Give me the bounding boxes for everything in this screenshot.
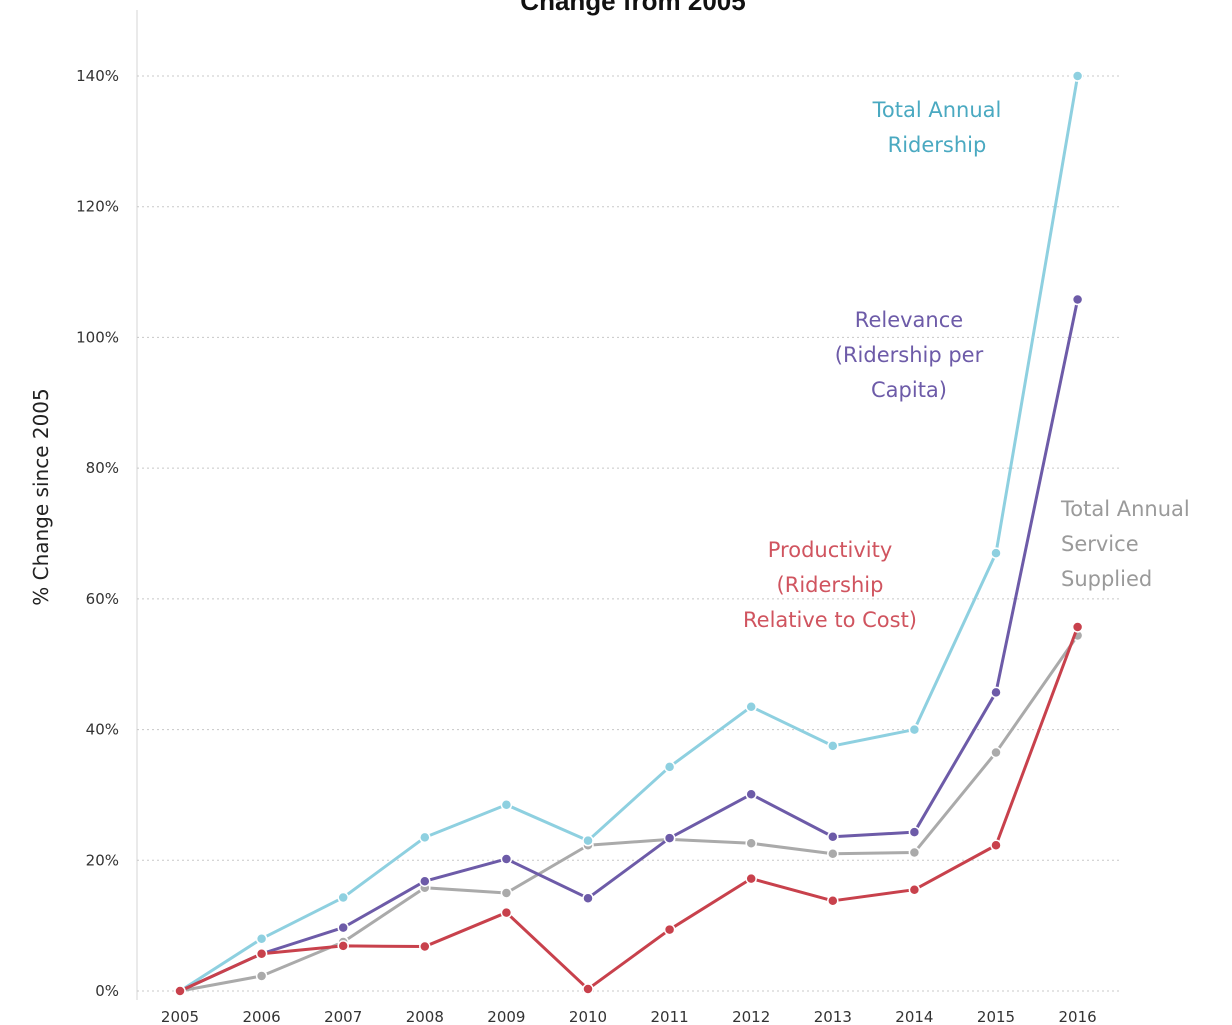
data-point-relevance [1071, 293, 1084, 306]
x-tick-label: 2016 [1059, 1008, 1097, 1025]
data-point-total-ridership [1071, 70, 1084, 82]
data-point-relevance [908, 826, 921, 838]
annotation-line: Relevance [855, 308, 963, 332]
data-point-relevance [745, 788, 757, 801]
annotation-total-ridership: Total Annual Ridership [872, 98, 1002, 157]
x-tick-label: 2015 [977, 1008, 1015, 1025]
x-axis-ticks: 2005 2006 2007 2008 2009 2010 2011 2012 2013 2014… [161, 1008, 1097, 1025]
y-tick-label: 100% [76, 328, 119, 346]
annotation-line: Capita) [871, 378, 947, 402]
gridlines [137, 75, 1122, 992]
annotations: Total Annual Ridership Relevance (Ridership… [743, 98, 1190, 632]
series-productivity [174, 621, 1084, 997]
y-tick-label: 120% [76, 198, 119, 216]
series-service [174, 629, 1084, 997]
annotation-line: Ridership [888, 133, 987, 157]
series-line-relevance [179, 299, 1080, 993]
x-tick-label: 2006 [243, 1008, 281, 1025]
data-point-service [908, 846, 921, 859]
data-point-total-ridership [255, 932, 268, 945]
annotation-line: Total Annual [872, 98, 1002, 122]
x-tick-label: 2005 [161, 1008, 199, 1025]
data-point-total-ridership [908, 723, 921, 736]
y-tick-label: 40% [86, 721, 119, 739]
data-point-relevance [827, 831, 839, 843]
data-point-productivity [337, 940, 349, 952]
y-tick-label: 20% [86, 851, 119, 869]
data-point-productivity [1071, 621, 1084, 633]
annotation-relevance: Relevance (Ridership per Capita) [835, 308, 984, 402]
data-point-service [745, 837, 757, 850]
data-point-relevance [663, 832, 676, 844]
annotation-line: (Ridership [777, 573, 884, 597]
data-point-relevance [337, 921, 349, 934]
x-tick-label: 2007 [324, 1008, 362, 1025]
y-tick-label: 0% [95, 982, 119, 1000]
data-point-service [500, 887, 513, 899]
data-point-total-ridership [337, 891, 349, 904]
data-point-total-ridership [827, 740, 839, 752]
x-tick-label: 2008 [406, 1008, 444, 1025]
data-point-productivity [255, 947, 268, 960]
data-point-total-ridership [582, 834, 594, 847]
data-point-total-ridership [990, 547, 1002, 559]
annotation-line: Productivity [768, 538, 893, 562]
data-point-relevance [582, 892, 594, 904]
data-point-total-ridership [500, 798, 513, 811]
data-point-productivity [582, 983, 594, 995]
y-axis-title: % Change since 2005 [29, 388, 53, 606]
data-point-productivity [908, 883, 921, 896]
annotation-line: Relative to Cost) [743, 608, 917, 632]
annotation-productivity: Productivity (Ridership Relative to Cost) [743, 538, 917, 632]
x-tick-label: 2014 [895, 1008, 933, 1025]
annotation-service: Total Annual Service Supplied [1060, 497, 1190, 591]
data-point-relevance [990, 686, 1002, 699]
x-tick-label: 2011 [651, 1008, 689, 1025]
data-point-total-ridership [745, 700, 757, 713]
data-point-service [990, 746, 1002, 759]
data-point-service [827, 848, 839, 860]
data-point-relevance [500, 853, 513, 865]
annotation-line: (Ridership per [835, 343, 984, 367]
annotation-line: Supplied [1061, 567, 1152, 591]
chart-title: Change from 2005 [520, 0, 745, 16]
data-point-total-ridership [419, 831, 431, 844]
x-tick-label: 2013 [814, 1008, 852, 1025]
y-tick-label: 140% [76, 67, 119, 85]
data-point-productivity [745, 872, 757, 885]
y-axis-ticks: 0% 20% 40% 60% 80% 100% 120% 140% [76, 67, 119, 1000]
series-layer [174, 70, 1084, 997]
series-total-ridership [174, 70, 1084, 997]
data-point-productivity [663, 923, 676, 936]
data-point-productivity [990, 839, 1002, 852]
data-point-total-ridership [663, 761, 676, 773]
data-point-productivity [419, 940, 431, 953]
data-point-relevance [419, 875, 431, 887]
annotation-line: Total Annual [1060, 497, 1190, 521]
x-tick-label: 2012 [732, 1008, 770, 1025]
annotation-line: Service [1061, 532, 1139, 556]
series-line-total-ridership [179, 75, 1080, 993]
y-tick-label: 60% [86, 590, 119, 608]
x-tick-label: 2009 [487, 1008, 525, 1025]
data-point-productivity [174, 985, 186, 997]
x-tick-label: 2010 [569, 1008, 607, 1025]
series-line-productivity [179, 626, 1080, 993]
data-point-productivity [500, 906, 513, 919]
y-tick-label: 80% [86, 459, 119, 477]
data-point-productivity [827, 895, 839, 907]
data-point-service [255, 970, 268, 982]
